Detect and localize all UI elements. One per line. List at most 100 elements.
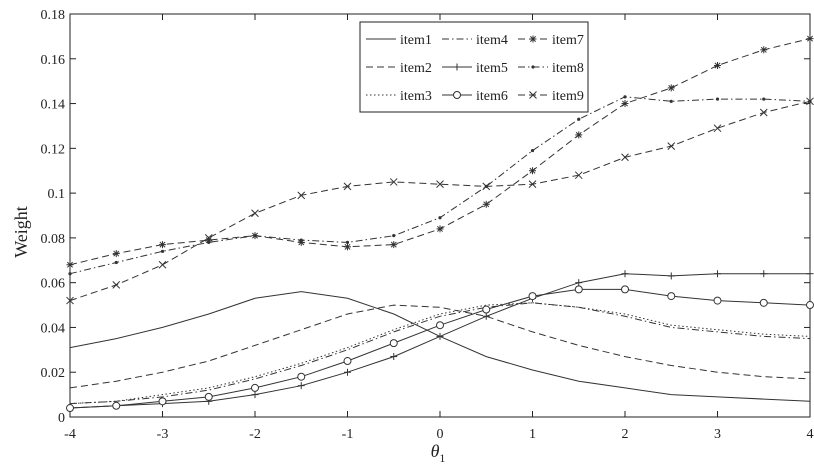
- legend-label: item1: [400, 33, 432, 48]
- data-point-item8: [253, 234, 257, 238]
- series-line-item1: [69, 291, 811, 402]
- data-point-item7: [529, 167, 536, 175]
- data-point-item9: [759, 108, 768, 117]
- data-point-item6: [667, 292, 676, 301]
- data-point-item8: [160, 249, 165, 253]
- data-point-item7: [66, 261, 74, 269]
- x-tick-label: -2: [249, 427, 261, 442]
- y-tick-label: 0.04: [41, 321, 66, 336]
- y-tick-label: 0: [58, 411, 65, 426]
- series-item5: [66, 270, 814, 412]
- legend-marker: [453, 63, 461, 71]
- series-line-item6: [69, 288, 811, 409]
- data-point-item5: [714, 270, 721, 278]
- data-point-item9: [112, 281, 121, 289]
- data-point-item9: [806, 97, 814, 106]
- data-point-item7: [621, 100, 629, 108]
- data-point-item5: [251, 391, 259, 399]
- legend-entry-item2: item2: [366, 61, 432, 76]
- data-point-item9: [667, 142, 676, 150]
- data-point-item8: [438, 216, 442, 220]
- data-point-item7: [112, 250, 120, 258]
- series-line-item8: [69, 96, 811, 275]
- data-point-item8: [669, 99, 673, 103]
- data-point-item9: [158, 260, 167, 269]
- data-point-item5: [436, 332, 444, 340]
- data-point-item9: [436, 180, 444, 189]
- series-item2: [69, 304, 811, 389]
- series-line-item4: [69, 302, 811, 405]
- data-point-item9: [713, 124, 722, 133]
- data-point-item6: [713, 296, 722, 305]
- y-tick-label: 0.14: [41, 98, 66, 113]
- data-point-item6: [806, 301, 814, 310]
- axes: -4 -3 -2 -1 0 1 2 3 4 0 0.02 0.04 0.06 0.08 0.1 0.12 0.1…: [41, 8, 814, 442]
- series-item7: [66, 35, 814, 269]
- data-point-item8: [114, 260, 118, 265]
- data-point-item7: [575, 131, 583, 139]
- data-point-item6: [528, 292, 537, 301]
- y-tick-label: 0.12: [41, 142, 66, 157]
- x-axis-title: θ1: [431, 441, 446, 465]
- data-point-item6: [482, 305, 491, 314]
- data-point-item5: [621, 270, 629, 278]
- series-line-item2: [69, 304, 811, 389]
- data-point-item9: [482, 182, 491, 191]
- x-tick-label: 1: [529, 427, 536, 442]
- series-line-item9: [69, 100, 811, 302]
- data-point-item6: [66, 404, 74, 413]
- x-tick-label: 3: [714, 427, 721, 442]
- legend-marker: [529, 91, 537, 99]
- y-tick-label: 0.16: [41, 53, 66, 68]
- data-point-item6: [389, 339, 398, 348]
- series-item1: [69, 291, 811, 402]
- data-point-item6: [112, 401, 121, 410]
- legend-label: item6: [476, 89, 508, 104]
- data-point-item7: [714, 61, 721, 69]
- data-point-item6: [343, 357, 352, 366]
- data-point-item5: [390, 353, 398, 361]
- data-point-item8: [299, 238, 303, 242]
- y-tick-label: 0.1: [48, 187, 66, 202]
- series-item8: [68, 95, 812, 276]
- data-point-item9: [66, 296, 74, 305]
- x-tick-label: -4: [64, 427, 76, 442]
- data-point-item9: [528, 180, 537, 189]
- data-point-item6: [574, 285, 583, 294]
- data-point-item8: [392, 234, 396, 238]
- legend-entry-item8: item8: [518, 61, 584, 76]
- data-point-item9: [343, 182, 352, 191]
- y-tick-label: 0.06: [41, 277, 66, 292]
- data-point-item5: [760, 270, 768, 278]
- legend-label: item3: [400, 89, 432, 104]
- data-point-item8: [68, 272, 72, 276]
- x-axis-title-subscript: 1: [439, 451, 445, 465]
- legend-entry-item5: item5: [442, 61, 508, 76]
- data-point-item5: [297, 382, 305, 390]
- data-point-item8: [530, 148, 535, 153]
- data-point-item7: [159, 241, 166, 249]
- x-tick-label: 2: [622, 427, 629, 442]
- series-item3: [69, 302, 811, 405]
- legend-entry-item4: item4: [442, 33, 508, 48]
- x-tick-label: -3: [157, 427, 169, 442]
- legend-entry-item9: item9: [518, 89, 584, 104]
- legend-marker: [529, 35, 537, 43]
- legend-label: item9: [552, 89, 584, 104]
- data-point-item8: [207, 240, 211, 244]
- legend-marker: [531, 65, 535, 69]
- series-item6: [66, 285, 814, 413]
- legend-entry-item1: item1: [366, 33, 432, 48]
- data-point-item8: [715, 97, 720, 101]
- data-point-item6: [204, 392, 213, 401]
- data-point-item5: [806, 270, 814, 278]
- legend-box: [359, 21, 589, 113]
- data-point-item7: [482, 200, 490, 208]
- x-tick-label: 4: [807, 427, 814, 442]
- y-tick-label: 0.02: [41, 366, 66, 381]
- legend-marker: [453, 91, 461, 99]
- data-point-item7: [344, 243, 351, 251]
- legend-label: item7: [552, 33, 584, 48]
- legend-entry-item7: item7: [518, 33, 584, 48]
